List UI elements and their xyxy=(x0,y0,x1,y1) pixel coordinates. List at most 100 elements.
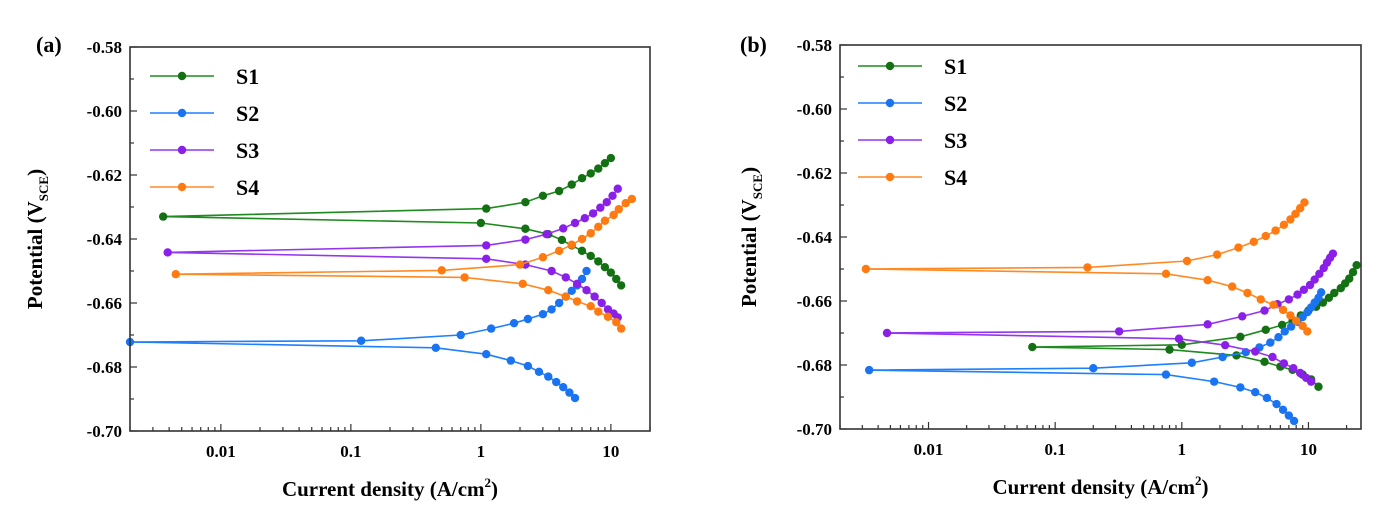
cathodic-branch-line xyxy=(1032,346,1320,388)
data-point xyxy=(163,248,172,257)
y-axis-title-close: ) xyxy=(737,167,761,174)
data-point xyxy=(1277,320,1287,330)
data-point xyxy=(1203,320,1212,329)
x-axis-title-superscript: 2 xyxy=(485,475,492,490)
data-point xyxy=(882,328,892,338)
x-axis-title: Current density (A/cm2) xyxy=(992,473,1208,499)
data-point xyxy=(1161,370,1171,379)
cathodic-branch-line xyxy=(129,341,576,399)
data-point xyxy=(1161,269,1171,278)
data-point xyxy=(567,240,576,249)
series-s3 xyxy=(882,249,1338,386)
data-point xyxy=(1083,263,1092,272)
legend-item-s2: S2 xyxy=(858,91,967,116)
data-point xyxy=(1269,300,1278,310)
x-axis-title-close: ) xyxy=(1202,475,1209,499)
data-point xyxy=(1298,321,1307,331)
data-point xyxy=(1286,215,1295,224)
data-point xyxy=(547,305,556,314)
data-point xyxy=(1243,288,1252,298)
legend-marker xyxy=(885,98,895,108)
data-point xyxy=(356,336,366,345)
data-point xyxy=(158,212,168,221)
y-axis-title-subscript: SCE xyxy=(36,176,51,201)
series-s2 xyxy=(125,266,591,403)
data-point xyxy=(614,205,623,214)
data-point xyxy=(1212,250,1222,259)
data-point xyxy=(570,218,580,228)
legend-item-s1: S1 xyxy=(150,64,259,89)
data-point xyxy=(586,169,595,178)
data-point xyxy=(509,318,519,328)
legend-marker xyxy=(177,145,187,155)
y-axis-title: Potential (VSCE) xyxy=(23,169,51,309)
legend-marker xyxy=(885,61,895,71)
y-tick-label: -0.58 xyxy=(797,36,832,55)
data-point xyxy=(1310,275,1319,284)
data-point xyxy=(538,191,548,200)
data-point xyxy=(1209,377,1219,386)
x-axis-title-text: Current density (A/cm xyxy=(992,475,1195,499)
data-point xyxy=(602,198,611,207)
data-point xyxy=(515,260,525,269)
series-s2 xyxy=(864,288,1326,426)
data-point xyxy=(594,257,603,266)
data-point xyxy=(616,324,626,333)
cathodic-branch-line xyxy=(869,369,1295,422)
legend-label: S2 xyxy=(944,91,967,116)
plot-frame xyxy=(839,44,1362,430)
data-point xyxy=(1295,204,1305,213)
data-point xyxy=(482,350,491,359)
data-point xyxy=(547,266,556,276)
plot-frame xyxy=(129,46,651,432)
data-point xyxy=(594,164,603,173)
series-s3 xyxy=(163,184,622,322)
data-point xyxy=(608,191,617,200)
data-point xyxy=(1251,388,1260,397)
data-point xyxy=(538,310,548,319)
data-point xyxy=(1316,288,1326,297)
legend-label: S3 xyxy=(944,128,967,153)
data-point xyxy=(561,273,570,282)
data-point xyxy=(1295,368,1305,378)
legend-item-s3: S3 xyxy=(150,138,259,163)
data-point xyxy=(1315,269,1324,278)
data-point xyxy=(486,324,496,333)
data-point xyxy=(482,241,491,250)
data-point xyxy=(544,372,553,381)
data-point xyxy=(1236,383,1245,392)
y-tick-label: -0.62 xyxy=(87,166,122,185)
y-axis-title: Potential (VSCE) xyxy=(737,167,765,307)
data-point xyxy=(1278,305,1288,315)
x-tick-label: 0.1 xyxy=(340,442,361,461)
data-point xyxy=(627,194,637,204)
legend: S1 S2 S3 S4 xyxy=(858,54,967,190)
data-point xyxy=(554,246,564,256)
y-axis-title-text: Potential (V xyxy=(737,199,761,307)
data-point xyxy=(544,286,553,295)
x-tick-label: 0.1 xyxy=(1045,440,1066,459)
data-point xyxy=(572,279,582,288)
x-tick-label: 10 xyxy=(1300,440,1317,459)
data-point xyxy=(1261,325,1270,334)
data-point xyxy=(523,361,533,371)
x-axis-title-close: ) xyxy=(491,477,498,501)
data-point xyxy=(1260,357,1269,366)
data-point xyxy=(1262,393,1272,403)
data-point xyxy=(600,262,610,272)
data-point xyxy=(1284,411,1294,420)
data-point xyxy=(521,235,530,244)
data-point xyxy=(431,343,440,352)
data-point xyxy=(437,266,446,275)
data-point xyxy=(1291,209,1300,219)
data-point xyxy=(559,224,568,233)
data-point xyxy=(482,204,491,213)
data-point xyxy=(864,365,874,375)
data-point xyxy=(557,235,567,245)
data-point xyxy=(1114,327,1124,336)
data-point xyxy=(609,210,618,220)
y-axis-title-close: ) xyxy=(23,169,47,176)
data-point xyxy=(1228,282,1237,291)
data-point xyxy=(1286,322,1296,331)
